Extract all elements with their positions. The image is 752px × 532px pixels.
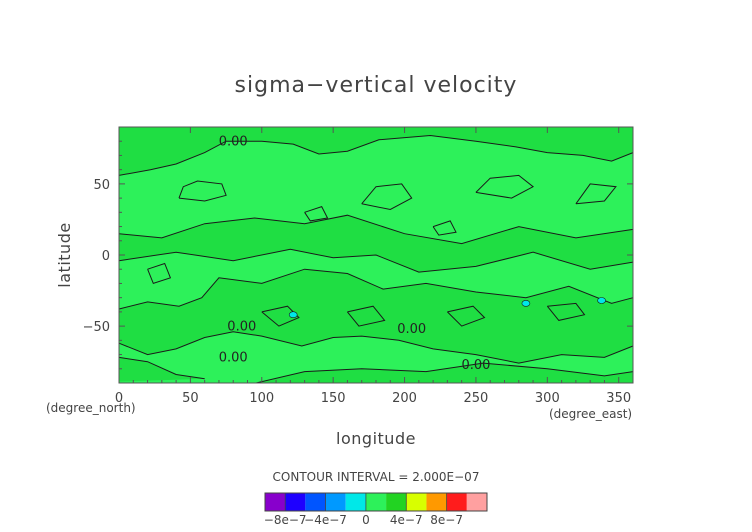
x-tick-label-1: 50 bbox=[182, 391, 199, 406]
colorbar-swatch-4 bbox=[345, 493, 366, 511]
spot-1 bbox=[521, 300, 531, 307]
contour-region-2 bbox=[119, 215, 633, 273]
contour-line-11 bbox=[261, 305, 300, 327]
colorbar-tick-label-0: −8e−7 bbox=[264, 513, 307, 527]
y-axis-unit: (degree_north) bbox=[46, 401, 136, 415]
x-tick-label-6: 300 bbox=[535, 391, 560, 406]
contour-line-0 bbox=[118, 134, 634, 176]
contour-line-5 bbox=[118, 356, 205, 380]
colorbar-tick-label-2: 0 bbox=[362, 513, 370, 527]
colorbar-swatch-9 bbox=[446, 493, 467, 511]
colorbar-tick-label-3: 4e−7 bbox=[390, 513, 423, 527]
x-tick-label-0: 0 bbox=[115, 391, 123, 406]
x-tick-label-7: 350 bbox=[606, 391, 631, 406]
x-tick-label-4: 200 bbox=[392, 391, 417, 406]
contour-line-1 bbox=[118, 268, 634, 310]
contour-line-16 bbox=[304, 205, 329, 222]
colorbar: −8e−7−4e−7 0 4e−7 8e−7 bbox=[264, 492, 488, 527]
colorbar-swatch-10 bbox=[466, 493, 487, 511]
y-tick-label-0: −50 bbox=[83, 320, 110, 335]
x-tick-label-2: 100 bbox=[249, 391, 274, 406]
contour-label-2: 0.00 bbox=[219, 351, 248, 366]
plot-area: 0.00 0.00 0.00 0.00 0.00 bbox=[118, 126, 634, 384]
contour-line-layer bbox=[118, 134, 634, 384]
colorbar-tick-label-1: −4e−7 bbox=[304, 513, 347, 527]
colorbar-swatch-0 bbox=[265, 493, 286, 511]
contour-label-4: 0.00 bbox=[461, 358, 490, 373]
x-tick-label-5: 250 bbox=[464, 391, 489, 406]
contour-line-2 bbox=[118, 331, 634, 364]
contour-label-1: 0.00 bbox=[227, 319, 256, 334]
contour-label-0: 0.00 bbox=[219, 134, 248, 149]
contour-line-14 bbox=[546, 302, 586, 321]
y-axis: −50 0 50 bbox=[83, 140, 633, 370]
colorbar-frame bbox=[264, 492, 488, 512]
contour-region-0 bbox=[119, 127, 633, 176]
x-axis: 0 50 100 150 200 250 300 350 bbox=[115, 127, 631, 406]
x-axis-label: longitude bbox=[336, 429, 416, 448]
contour-line-17 bbox=[432, 220, 457, 236]
spot-0 bbox=[288, 311, 298, 319]
contour-line-3 bbox=[118, 214, 634, 245]
colorbar-swatch-6 bbox=[386, 493, 407, 511]
colorbar-swatch-8 bbox=[426, 493, 447, 511]
x-tick-label-3: 150 bbox=[321, 391, 346, 406]
contour-line-15 bbox=[147, 262, 172, 285]
colorbar-swatch-3 bbox=[325, 493, 346, 511]
contour-region-1 bbox=[119, 269, 633, 364]
contour-line-10 bbox=[575, 183, 617, 205]
contour-line-6 bbox=[255, 362, 634, 384]
contour-line-9 bbox=[475, 174, 535, 199]
spot-layer bbox=[288, 297, 606, 319]
contour-line-13 bbox=[447, 305, 486, 327]
contour-label-3: 0.00 bbox=[397, 322, 426, 337]
x-axis-unit: (degree_east) bbox=[549, 407, 632, 421]
contour-interval-label: CONTOUR INTERVAL = 2.000E−07 bbox=[273, 470, 480, 484]
colorbar-tick-label-4: 8e−7 bbox=[430, 513, 463, 527]
contour-fill-layer bbox=[119, 127, 633, 383]
y-axis-label: latitude bbox=[55, 222, 74, 287]
spot-2 bbox=[597, 297, 606, 304]
colorbar-swatch-2 bbox=[305, 493, 326, 511]
contour-line-8 bbox=[361, 183, 413, 211]
y-tick-label-1: 0 bbox=[102, 249, 110, 264]
contour-region-3 bbox=[119, 357, 205, 382]
chart-title: sigma−vertical velocity bbox=[235, 73, 518, 98]
colorbar-swatch-1 bbox=[285, 493, 306, 511]
colorbar-swatch-5 bbox=[365, 493, 387, 511]
contour-line-7 bbox=[178, 180, 227, 202]
contour-line-4 bbox=[118, 248, 634, 273]
contour-line-12 bbox=[347, 305, 386, 327]
y-tick-label-2: 50 bbox=[93, 178, 110, 193]
colorbar-swatch-7 bbox=[406, 493, 427, 511]
contour-label-layer: 0.00 0.00 0.00 0.00 0.00 bbox=[219, 134, 491, 372]
